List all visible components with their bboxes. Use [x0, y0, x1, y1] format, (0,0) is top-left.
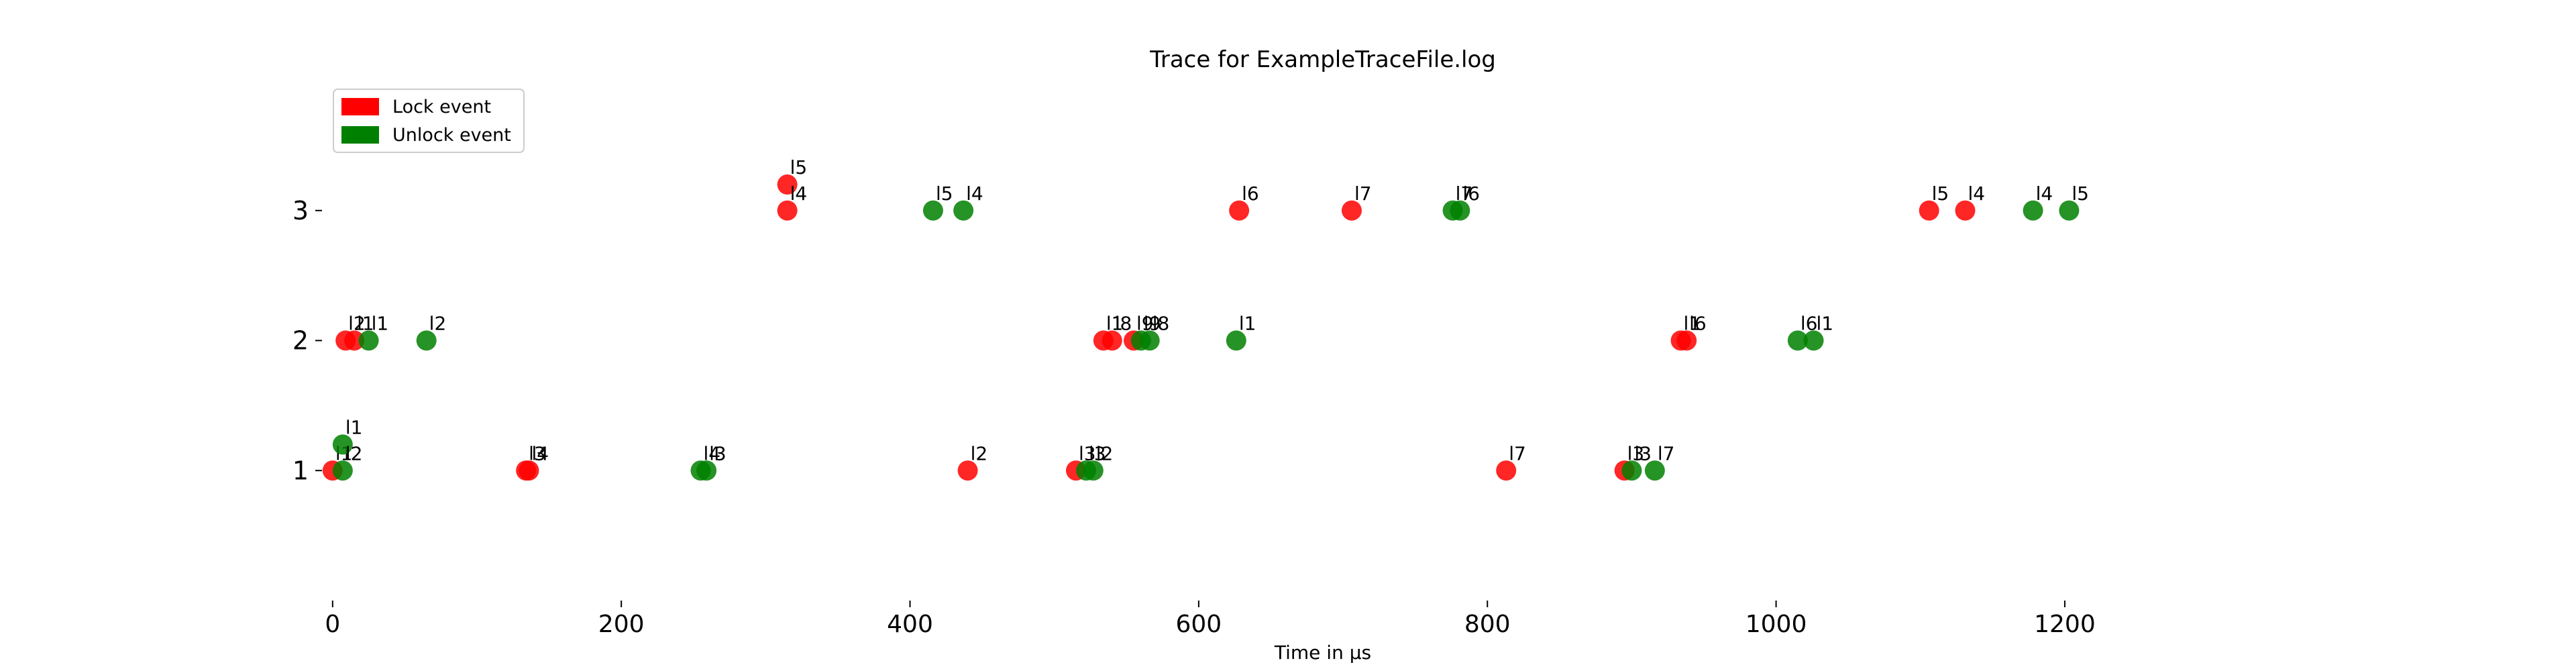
- lock-event-label: l1: [1106, 313, 1124, 335]
- lock-event-point: [1496, 460, 1517, 481]
- lock-event-point: [777, 200, 798, 221]
- lock-event-label: l5: [1932, 183, 1949, 205]
- unlock-event-label: l5: [2072, 183, 2089, 205]
- lock-event-point: [344, 330, 365, 351]
- lock-event-label: l2: [348, 313, 366, 335]
- lock-event-label: l3: [529, 442, 546, 464]
- legend-label-unlock: Unlock event: [392, 125, 511, 146]
- unlock-event-point: [332, 460, 353, 481]
- unlock-event-label: l1: [372, 313, 389, 335]
- lock-event-label: l4: [531, 442, 549, 464]
- unlock-event-label: l1: [1817, 313, 1834, 335]
- unlock-event-point: [1139, 330, 1160, 351]
- unlock-event-label: l7: [1658, 442, 1675, 464]
- x-axis-label: Time in μs: [1274, 641, 1371, 664]
- x-tick-label-600: 600: [1176, 611, 1222, 638]
- legend: Lock event Unlock event: [333, 89, 525, 153]
- unlock-event-point: [2023, 200, 2043, 221]
- x-tick-label-400: 400: [887, 611, 933, 638]
- legend-swatch-lock: [341, 98, 379, 115]
- unlock-event-point: [696, 460, 717, 481]
- lock-event-point: [1102, 330, 1122, 351]
- lock-event-label: l4: [790, 183, 808, 205]
- lock-event-point: [957, 460, 978, 481]
- x-tick-label-800: 800: [1464, 611, 1511, 638]
- lock-event-label: l2: [971, 442, 988, 464]
- x-tick-label-1200: 1200: [2034, 611, 2096, 638]
- lock-event-label: l6: [1689, 313, 1707, 335]
- unlock-event-label: l1: [345, 417, 363, 439]
- unlock-event-label: l4: [2036, 183, 2053, 205]
- unlock-event-label: l1: [1239, 313, 1256, 335]
- x-axis: 0 200 400 600 800 1000 1200: [325, 601, 2096, 638]
- unlock-event-label: l2: [345, 442, 363, 464]
- unlock-event-point: [416, 330, 437, 351]
- unlock-event-point: [953, 200, 974, 221]
- lock-event-point: [1955, 200, 1976, 221]
- lock-event-label: l7: [1354, 183, 1372, 205]
- lock-event-label: l6: [1242, 183, 1259, 205]
- legend-swatch-unlock: [341, 126, 379, 144]
- unlock-event-label: l2: [1096, 442, 1114, 464]
- unlock-event-point: [1787, 330, 1808, 351]
- lock-event-label: l7: [1509, 442, 1526, 464]
- unlock-event-point: [1083, 460, 1104, 481]
- unlock-event-point: [1226, 330, 1246, 351]
- unlock-event-point: [358, 330, 379, 351]
- data-points: l1l3l4l2l3l7l3l2l1l1l8l9l1l6l5l4l6l7l5l4…: [322, 156, 2089, 481]
- unlock-event-label: l3: [1634, 442, 1652, 464]
- unlock-event-point: [332, 434, 353, 455]
- unlock-event-label: l6: [1462, 183, 1480, 205]
- legend-box: [333, 89, 525, 153]
- lock-event-point: [1229, 200, 1250, 221]
- unlock-event-label: l4: [966, 183, 983, 205]
- legend-label-lock: Lock event: [392, 97, 491, 117]
- chart-title: Trace for ExampleTraceFile.log: [1149, 46, 1496, 73]
- lock-event-point: [519, 460, 539, 481]
- unlock-event-label: l9: [1144, 313, 1161, 335]
- y-tick-label-1: 1: [292, 456, 309, 485]
- lock-event-point: [1676, 330, 1697, 351]
- y-axis: 1 2 3: [292, 196, 322, 485]
- unlock-event-point: [1621, 460, 1642, 481]
- lock-event-point: [777, 174, 798, 195]
- unlock-event-point: [1803, 330, 1824, 351]
- lock-event-point: [1919, 200, 1939, 221]
- x-tick-label-1000: 1000: [1746, 611, 1807, 638]
- unlock-event-label: l5: [936, 183, 953, 205]
- unlock-event-point: [1644, 460, 1665, 481]
- x-tick-label-0: 0: [325, 611, 340, 638]
- y-tick-label-2: 2: [292, 326, 309, 356]
- y-tick-label-3: 3: [292, 196, 309, 225]
- lock-event-label: l4: [1968, 183, 1985, 205]
- lock-event-point: [1341, 200, 1362, 221]
- lock-event-label: l5: [790, 156, 808, 178]
- unlock-event-point: [2059, 200, 2080, 221]
- x-tick-label-200: 200: [598, 611, 645, 638]
- unlock-event-point: [1450, 200, 1470, 221]
- unlock-event-point: [922, 200, 943, 221]
- unlock-event-label: l3: [709, 442, 727, 464]
- unlock-event-label: l2: [429, 313, 447, 335]
- unlock-event-label: l8: [1152, 313, 1170, 335]
- lock-event-label: l8: [1115, 313, 1132, 335]
